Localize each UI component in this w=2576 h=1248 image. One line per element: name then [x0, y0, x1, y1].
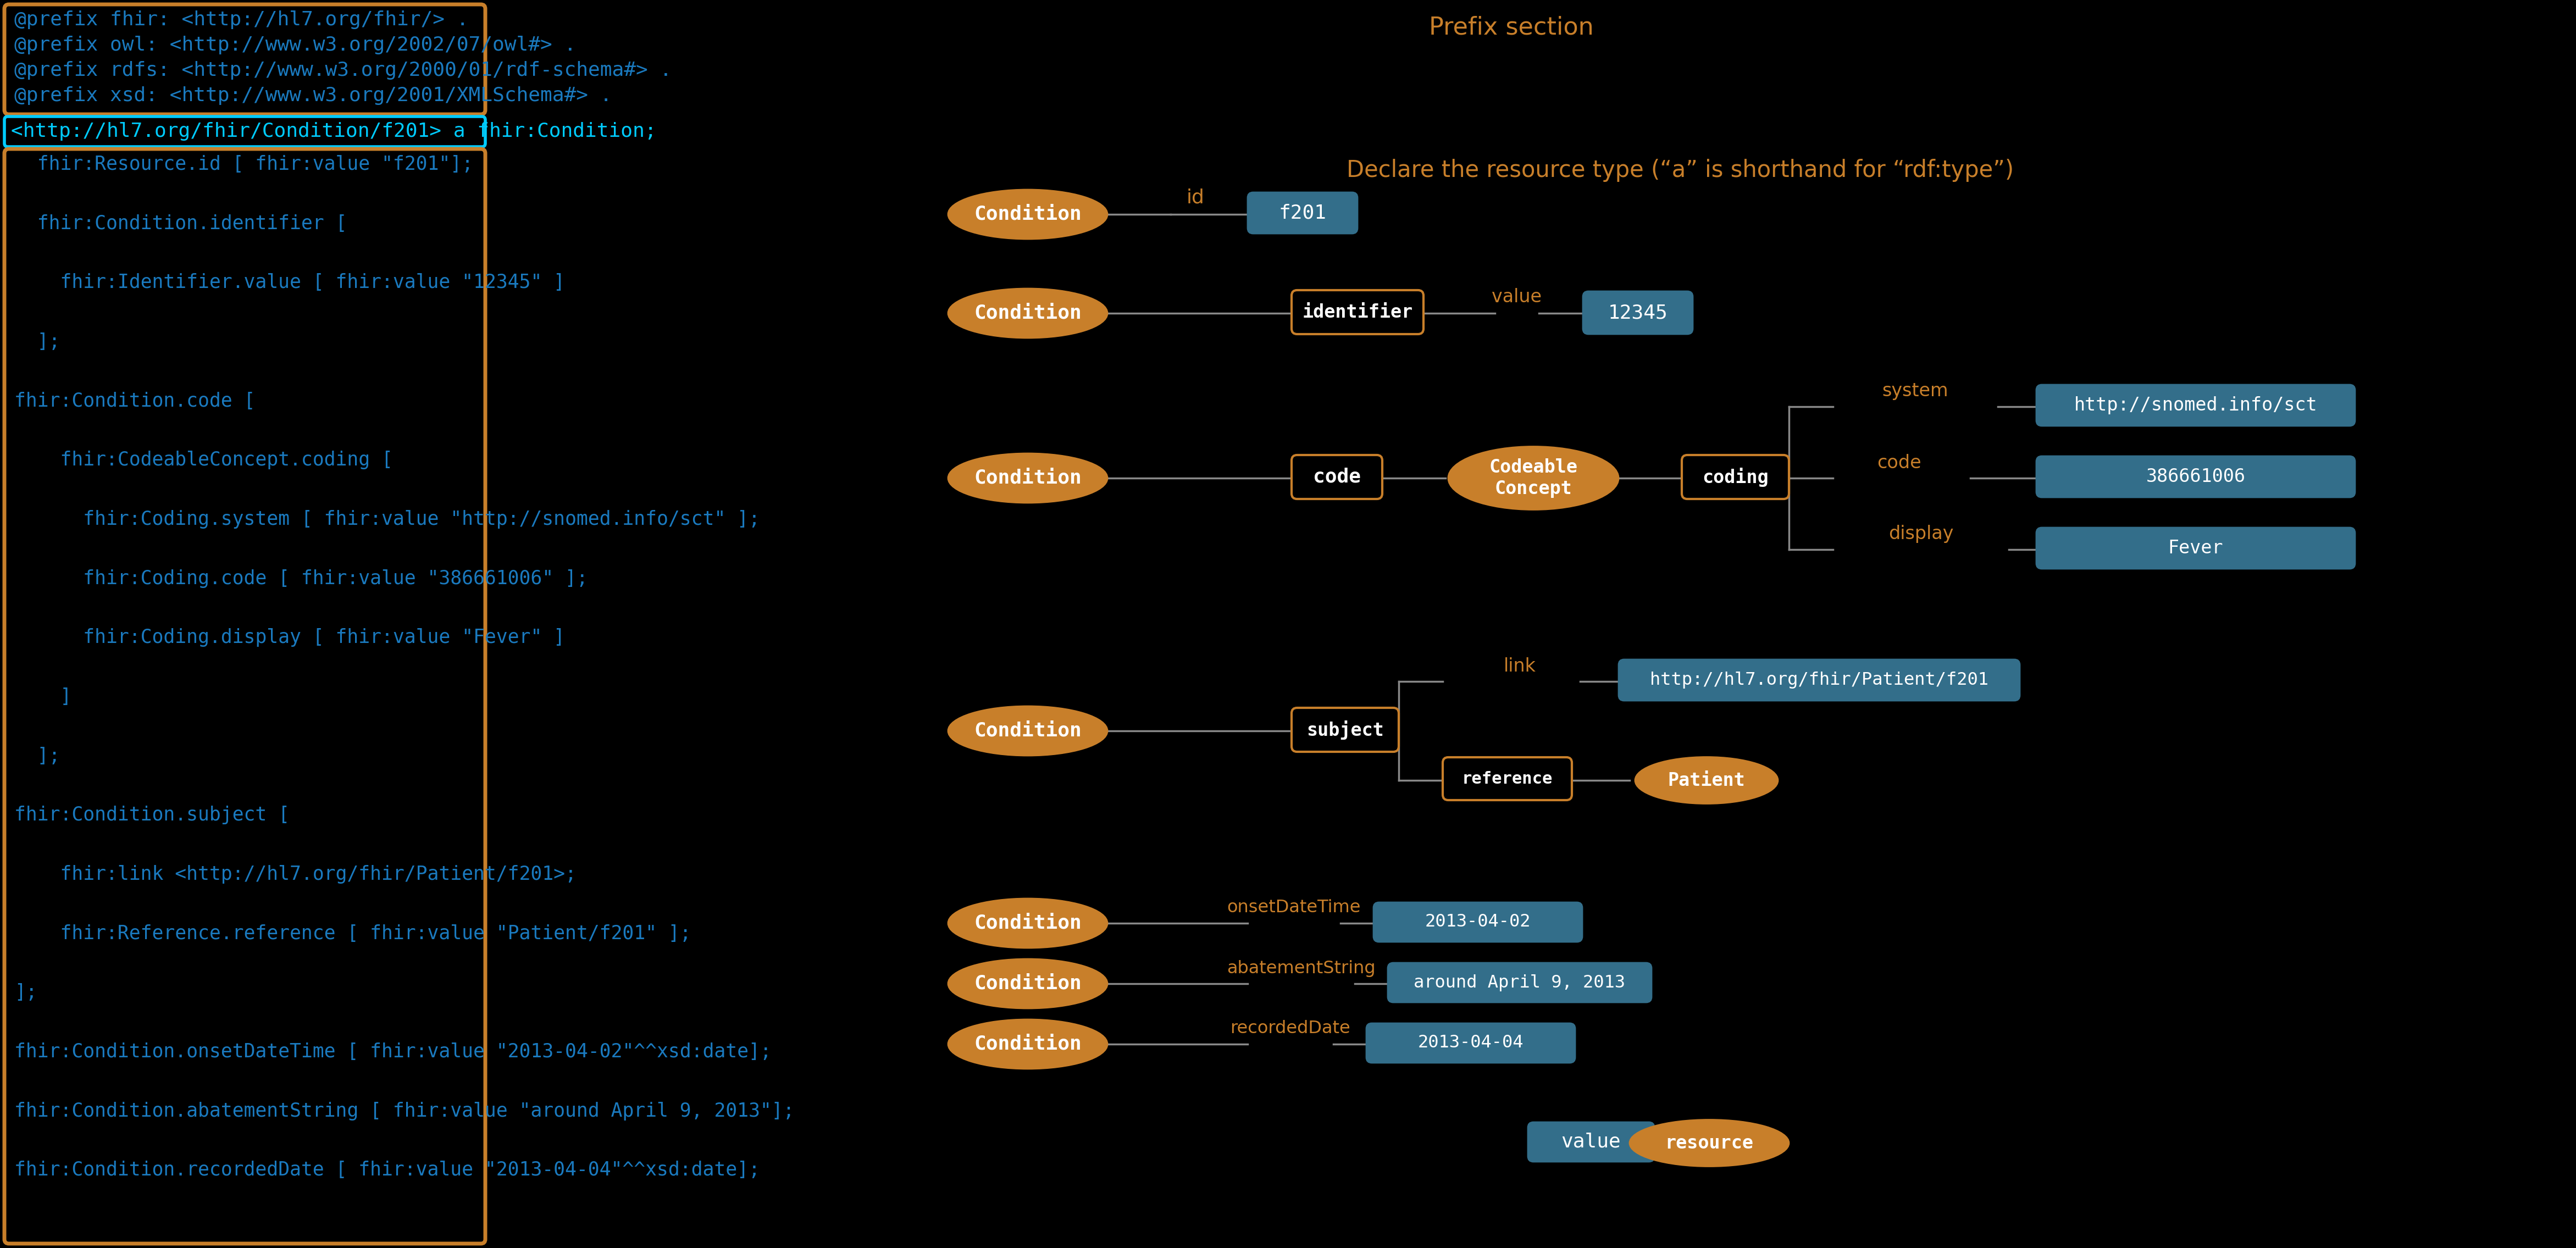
FancyBboxPatch shape [1528, 1122, 1654, 1162]
Text: fhir:Coding.code [ fhir:value "386661006" ];: fhir:Coding.code [ fhir:value "386661006… [15, 569, 587, 588]
Ellipse shape [948, 1020, 1108, 1068]
Text: subject: subject [1306, 720, 1383, 739]
Text: Codeable
Concept: Codeable Concept [1489, 458, 1577, 498]
Text: Condition: Condition [974, 205, 1082, 223]
Text: fhir:Condition.recordedDate [ fhir:value "2013-04-04"^^xsd:date];: fhir:Condition.recordedDate [ fhir:value… [15, 1161, 760, 1179]
Text: id: id [1188, 188, 1206, 207]
FancyBboxPatch shape [5, 116, 484, 147]
Text: fhir:link <http://hl7.org/fhir/Patient/f201>;: fhir:link <http://hl7.org/fhir/Patient/f… [15, 865, 577, 884]
Text: code: code [1314, 468, 1360, 487]
Text: Declare the resource type (“a” is shorthand for “rdf:type”): Declare the resource type (“a” is shorth… [1347, 158, 2014, 182]
FancyBboxPatch shape [2035, 528, 2354, 569]
Text: Condition: Condition [974, 469, 1082, 488]
Ellipse shape [1631, 1119, 1788, 1167]
FancyBboxPatch shape [1373, 902, 1582, 942]
Text: Condition: Condition [974, 1035, 1082, 1053]
Text: http://hl7.org/fhir/Patient/f201: http://hl7.org/fhir/Patient/f201 [1649, 671, 1989, 689]
FancyBboxPatch shape [2035, 456, 2354, 498]
Text: fhir:CodeableConcept.coding [: fhir:CodeableConcept.coding [ [15, 451, 394, 469]
Ellipse shape [948, 706, 1108, 755]
FancyBboxPatch shape [2035, 384, 2354, 426]
FancyBboxPatch shape [5, 149, 484, 1243]
Text: fhir:Condition.abatementString [ fhir:value "around April 9, 2013"];: fhir:Condition.abatementString [ fhir:va… [15, 1102, 793, 1121]
FancyBboxPatch shape [5, 5, 484, 115]
FancyBboxPatch shape [1682, 456, 1788, 499]
Text: code: code [1878, 453, 1922, 472]
Text: identifier: identifier [1303, 303, 1412, 321]
Text: Patient: Patient [1667, 771, 1744, 790]
Text: Fever: Fever [2169, 539, 2223, 557]
Text: recordedDate: recordedDate [1231, 1020, 1350, 1037]
Text: ]: ] [15, 688, 72, 706]
Text: Condition: Condition [974, 305, 1082, 322]
Text: around April 9, 2013: around April 9, 2013 [1414, 973, 1625, 991]
Text: <http://hl7.org/fhir/Condition/f201> a fhir:Condition;: <http://hl7.org/fhir/Condition/f201> a f… [10, 122, 657, 141]
Text: fhir:Coding.system [ fhir:value "http://snomed.info/sct" ];: fhir:Coding.system [ fhir:value "http://… [15, 510, 760, 529]
Text: Condition: Condition [974, 975, 1082, 993]
Text: Prefix section: Prefix section [1430, 16, 1595, 39]
Text: fhir:Identifier.value [ fhir:value "12345" ]: fhir:Identifier.value [ fhir:value "1234… [15, 273, 564, 292]
Text: resource: resource [1664, 1134, 1754, 1152]
Text: fhir:Resource.id [ fhir:value "f201"];: fhir:Resource.id [ fhir:value "f201"]; [15, 155, 474, 173]
Ellipse shape [1448, 447, 1618, 509]
Text: @prefix rdfs: <http://www.w3.org/2000/01/rdf-schema#> .: @prefix rdfs: <http://www.w3.org/2000/01… [15, 61, 672, 80]
Ellipse shape [948, 453, 1108, 503]
Text: 12345: 12345 [1607, 303, 1667, 322]
FancyBboxPatch shape [1365, 1023, 1574, 1063]
Text: ];: ]; [15, 746, 59, 765]
Ellipse shape [948, 958, 1108, 1008]
Text: fhir:Condition.subject [: fhir:Condition.subject [ [15, 806, 289, 825]
FancyBboxPatch shape [1291, 708, 1399, 751]
Text: link: link [1504, 656, 1535, 675]
Text: fhir:Condition.identifier [: fhir:Condition.identifier [ [15, 215, 348, 233]
Text: display: display [1888, 525, 1953, 543]
Text: @prefix fhir: <http://hl7.org/fhir/> .: @prefix fhir: <http://hl7.org/fhir/> . [15, 10, 469, 29]
Text: Condition: Condition [974, 914, 1082, 932]
Text: http://snomed.info/sct: http://snomed.info/sct [2074, 396, 2318, 414]
FancyBboxPatch shape [1247, 192, 1358, 233]
Text: 2013-04-02: 2013-04-02 [1425, 914, 1530, 931]
Text: reference: reference [1461, 771, 1553, 786]
FancyBboxPatch shape [1291, 456, 1383, 499]
Text: @prefix xsd: <http://www.w3.org/2001/XMLSchema#> .: @prefix xsd: <http://www.w3.org/2001/XML… [15, 86, 613, 105]
Text: ];: ]; [15, 332, 59, 351]
Ellipse shape [948, 190, 1108, 240]
Text: fhir:Condition.code [: fhir:Condition.code [ [15, 392, 255, 411]
Text: 386661006: 386661006 [2146, 468, 2246, 485]
FancyBboxPatch shape [1388, 962, 1651, 1002]
FancyBboxPatch shape [1443, 758, 1571, 800]
FancyBboxPatch shape [1618, 659, 2020, 700]
Text: system: system [1883, 382, 1947, 401]
Text: coding: coding [1703, 468, 1770, 487]
Text: 2013-04-04: 2013-04-04 [1417, 1035, 1522, 1052]
Text: abatementString: abatementString [1226, 960, 1376, 977]
Text: fhir:Coding.display [ fhir:value "Fever" ]: fhir:Coding.display [ fhir:value "Fever"… [15, 628, 564, 646]
Text: @prefix owl: <http://www.w3.org/2002/07/owl#> .: @prefix owl: <http://www.w3.org/2002/07/… [15, 36, 577, 55]
FancyBboxPatch shape [1582, 291, 1692, 334]
Text: fhir:Condition.onsetDateTime [ fhir:value "2013-04-02"^^xsd:date];: fhir:Condition.onsetDateTime [ fhir:valu… [15, 1042, 770, 1061]
Ellipse shape [948, 899, 1108, 948]
Text: Condition: Condition [974, 721, 1082, 740]
Text: fhir:Reference.reference [ fhir:value "Patient/f201" ];: fhir:Reference.reference [ fhir:value "P… [15, 925, 690, 943]
Text: value: value [1492, 288, 1543, 306]
Text: f201: f201 [1278, 203, 1327, 222]
Ellipse shape [948, 288, 1108, 338]
Ellipse shape [1636, 758, 1777, 804]
FancyBboxPatch shape [1291, 290, 1425, 334]
Text: ];: ]; [15, 983, 36, 1002]
Text: value: value [1561, 1133, 1620, 1152]
Text: onsetDateTime: onsetDateTime [1226, 900, 1360, 916]
